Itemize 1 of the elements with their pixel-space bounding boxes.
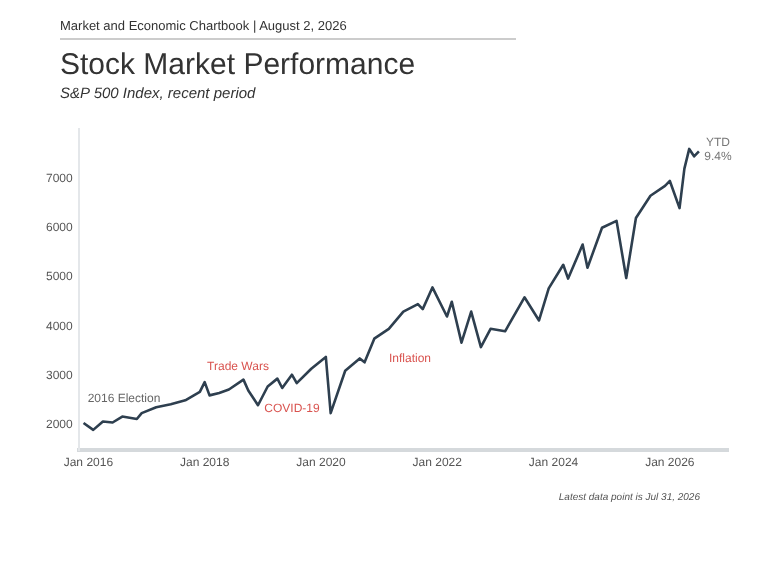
chart-title: Stock Market Performance <box>60 48 416 82</box>
